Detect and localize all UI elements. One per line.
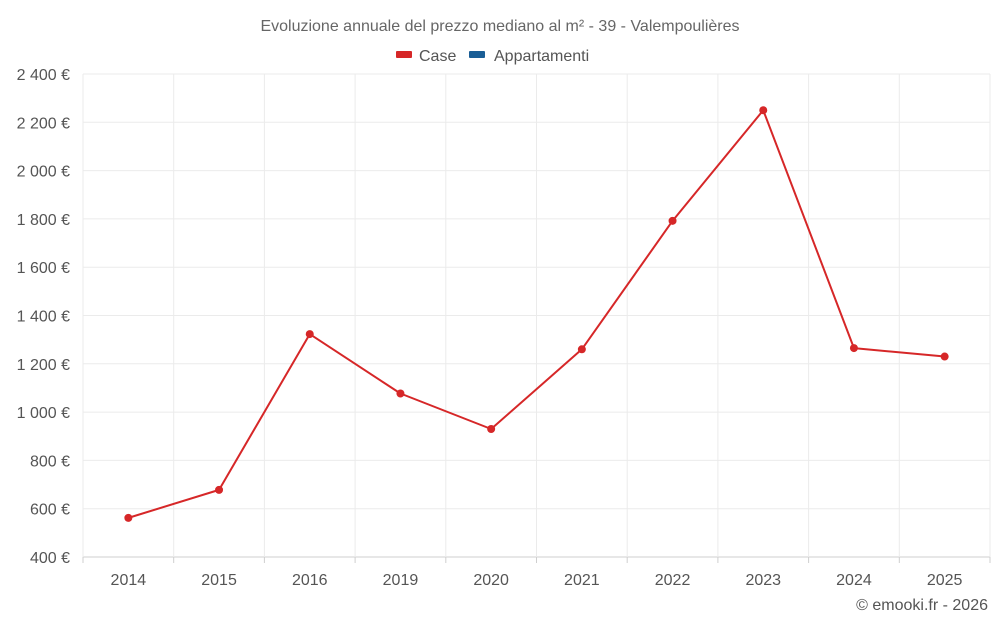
- data-point-case[interactable]: [849, 344, 858, 353]
- legend-label-appartamenti: Appartamenti: [494, 48, 589, 65]
- data-point-case[interactable]: [215, 485, 224, 494]
- grid: [82, 73, 991, 563]
- x-tick-label: 2023: [745, 572, 781, 589]
- data-point-case[interactable]: [940, 352, 949, 361]
- y-tick-label: 1 400 €: [17, 309, 70, 326]
- y-tick-label: 800 €: [30, 453, 70, 470]
- data-point-case[interactable]: [668, 216, 677, 225]
- y-tick-label: 1 800 €: [17, 212, 70, 229]
- y-tick-label: 2 400 €: [17, 67, 70, 84]
- series-case: [124, 106, 949, 522]
- chart-credit: © emooki.fr - 2026: [856, 597, 988, 614]
- x-tick-label: 2016: [292, 572, 328, 589]
- x-axis-ticks: 2014 2015 2016 2019 2020 2021 2022 2023 2024 2025: [111, 572, 963, 589]
- y-tick-label: 600 €: [30, 502, 70, 519]
- data-point-case[interactable]: [305, 330, 314, 339]
- y-tick-label: 2 000 €: [17, 164, 70, 181]
- legend-swatch-case: [396, 51, 412, 58]
- y-tick-label: 1 200 €: [17, 357, 70, 374]
- y-tick-label: 400 €: [30, 550, 70, 567]
- data-point-case[interactable]: [759, 106, 768, 115]
- chart-title: Evoluzione annuale del prezzo mediano al…: [260, 18, 739, 35]
- y-tick-label: 1 000 €: [17, 405, 70, 422]
- x-tick-label: 2015: [201, 572, 237, 589]
- data-point-case[interactable]: [124, 513, 133, 522]
- x-tick-label: 2019: [383, 572, 419, 589]
- y-tick-label: 2 200 €: [17, 115, 70, 132]
- x-tick-label: 2025: [927, 572, 963, 589]
- x-tick-label: 2024: [836, 572, 872, 589]
- y-axis-ticks: 400 € 600 € 800 € 1 000 € 1 200 € 1 400 € 1 60…: [17, 67, 70, 567]
- x-tick-label: 2020: [473, 572, 509, 589]
- legend: Case Appartamenti: [396, 48, 589, 65]
- x-tick-label: 2021: [564, 572, 600, 589]
- legend-label-case: Case: [419, 48, 456, 65]
- data-point-case[interactable]: [396, 389, 405, 398]
- legend-item-case[interactable]: Case: [396, 48, 456, 65]
- legend-item-appartamenti[interactable]: Appartamenti: [469, 48, 589, 65]
- x-tick-label: 2014: [111, 572, 147, 589]
- legend-swatch-appartamenti: [469, 51, 485, 58]
- data-point-case[interactable]: [577, 345, 586, 354]
- series-line-case: [128, 109, 945, 519]
- data-point-case[interactable]: [487, 425, 496, 434]
- x-tick-label: 2022: [655, 572, 691, 589]
- y-tick-label: 1 600 €: [17, 260, 70, 277]
